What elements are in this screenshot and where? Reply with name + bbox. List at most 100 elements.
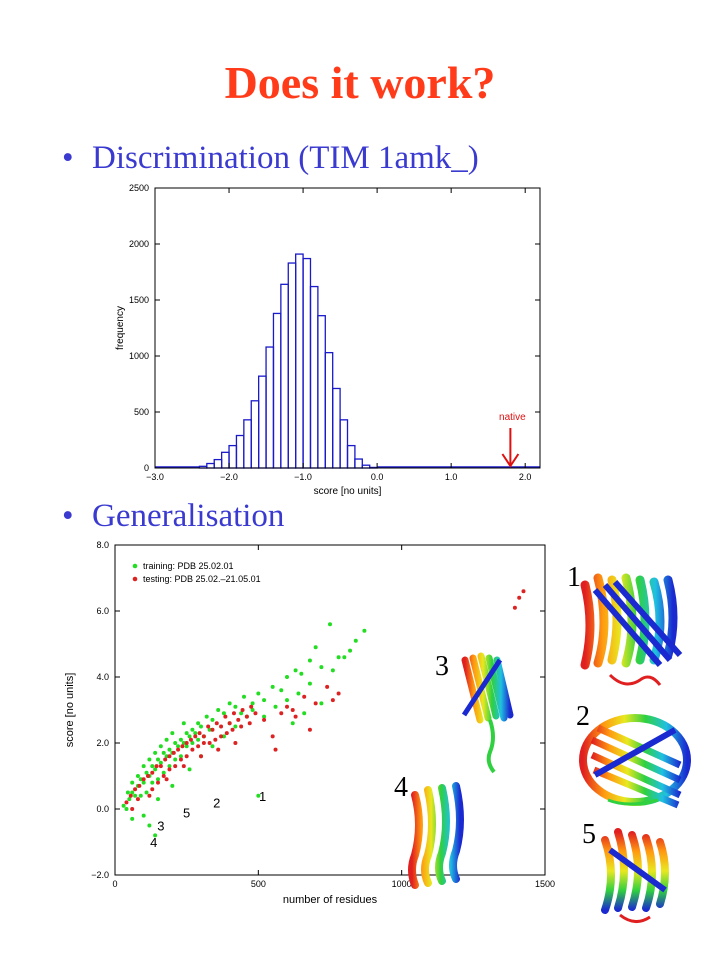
point-label-5: 5 [183,805,190,820]
scatter-point [199,754,203,759]
scatter-point [193,731,198,736]
scatter-point [256,691,261,696]
scatter-y-tick-label: 6.0 [96,606,109,616]
scatter-point [348,648,353,653]
scatter-point [285,698,289,703]
scatter-point [124,807,129,811]
scatter-point [240,708,245,712]
scatter-point [290,708,295,712]
point-label-3: 3 [157,819,164,834]
scatter-point [184,741,189,745]
scatter-point [362,628,367,633]
hist-y-tick-label: 2500 [129,183,149,193]
scatter-y-tick-label: 8.0 [96,540,109,550]
scatter-point [147,823,152,828]
scatter-point [230,727,235,732]
scatter-point [141,764,146,769]
histogram-chart: −3.0 −2.0 −1.0 0.0 1.0 2.0 0 500 1000 1500 2000 250… [115,183,541,497]
hist-x-tick-label: −1.0 [294,472,312,482]
scatter-point [270,684,275,689]
scatter-point [242,694,246,699]
scatter-point [512,605,517,610]
scatter-point [219,734,224,739]
scatter-point [262,714,267,719]
scatter-point [325,684,330,689]
hist-frame [154,187,541,469]
scatter-point [188,737,193,742]
hist-bar [295,253,304,469]
scatter-point [201,734,206,739]
hist-bar [309,285,319,469]
scatter-point [270,734,275,739]
scatter-point [156,757,160,762]
scatter-point [216,747,221,752]
scatter-point [210,717,215,722]
scatter-point [141,813,146,818]
scatter-point [128,793,133,798]
scatter-point [173,741,178,745]
scatter-point [144,790,149,795]
bullet-glyph: • [62,140,74,176]
scatter-point [517,595,522,600]
hist-bar [346,444,356,469]
scatter-point [124,800,129,805]
hist-y-tick-label: 1000 [129,351,149,361]
scatter-point [178,757,183,762]
native-annotation-label: native [499,412,526,423]
scatter-point [279,688,284,693]
scatter-point [147,757,152,762]
scatter-point [262,717,267,722]
hist-x-tick-label: 1.0 [445,472,458,482]
scatter-point [167,754,172,759]
scatter-point [206,724,211,729]
scatter-x-tick-label: 1000 [392,879,412,889]
scatter-point [319,701,324,706]
scatter-point [161,774,166,778]
scatter-point [262,698,267,703]
scatter-point [161,770,166,775]
hist-x-axis-label: score [no units] [314,486,382,497]
scatter-point [158,764,163,769]
hist-bar [287,262,297,469]
scatter-y-tick-label: 4.0 [96,672,109,682]
scatter-point [213,737,218,742]
hist-x-tick-label: −3.0 [146,472,164,482]
scatter-point [227,721,232,726]
scatter-point [342,655,347,660]
scatter-point [153,767,158,772]
scatter-point [293,668,298,673]
hist-y-tick-label: 500 [134,407,149,417]
hist-bar [324,351,334,469]
bullet-glyph: • [62,498,74,534]
scatter-point [221,734,226,739]
scatter-point [153,833,158,838]
scatter-point [150,780,155,785]
scatter-point [210,744,215,749]
scatter-point [207,727,212,732]
hist-bar [228,444,238,469]
hist-bar [354,458,363,469]
scatter-point [330,668,335,673]
scatter-point [210,727,215,732]
scatter-point [313,645,318,650]
scatter-point [167,767,172,772]
hist-y-axis-label: frequency [115,306,126,350]
scatter-point [285,675,289,679]
scatter-point [176,747,181,752]
scatter-point [150,764,155,769]
scatter-point [219,724,224,729]
scatter-series-testing [124,589,526,811]
scatter-point [161,750,166,755]
scatter-point [141,777,146,782]
hist-bar [317,315,326,469]
hist-bar [250,400,260,469]
scatter-point [145,774,150,778]
scatter-point [190,727,195,732]
hist-y-tick-label: 1500 [129,295,149,305]
hist-bar [265,346,275,469]
scatter-point [307,658,312,663]
hist-x-tick-label: 2.0 [519,472,532,482]
scatter-point [133,793,138,798]
scatter-point [181,764,186,769]
scatter-point [302,694,307,699]
